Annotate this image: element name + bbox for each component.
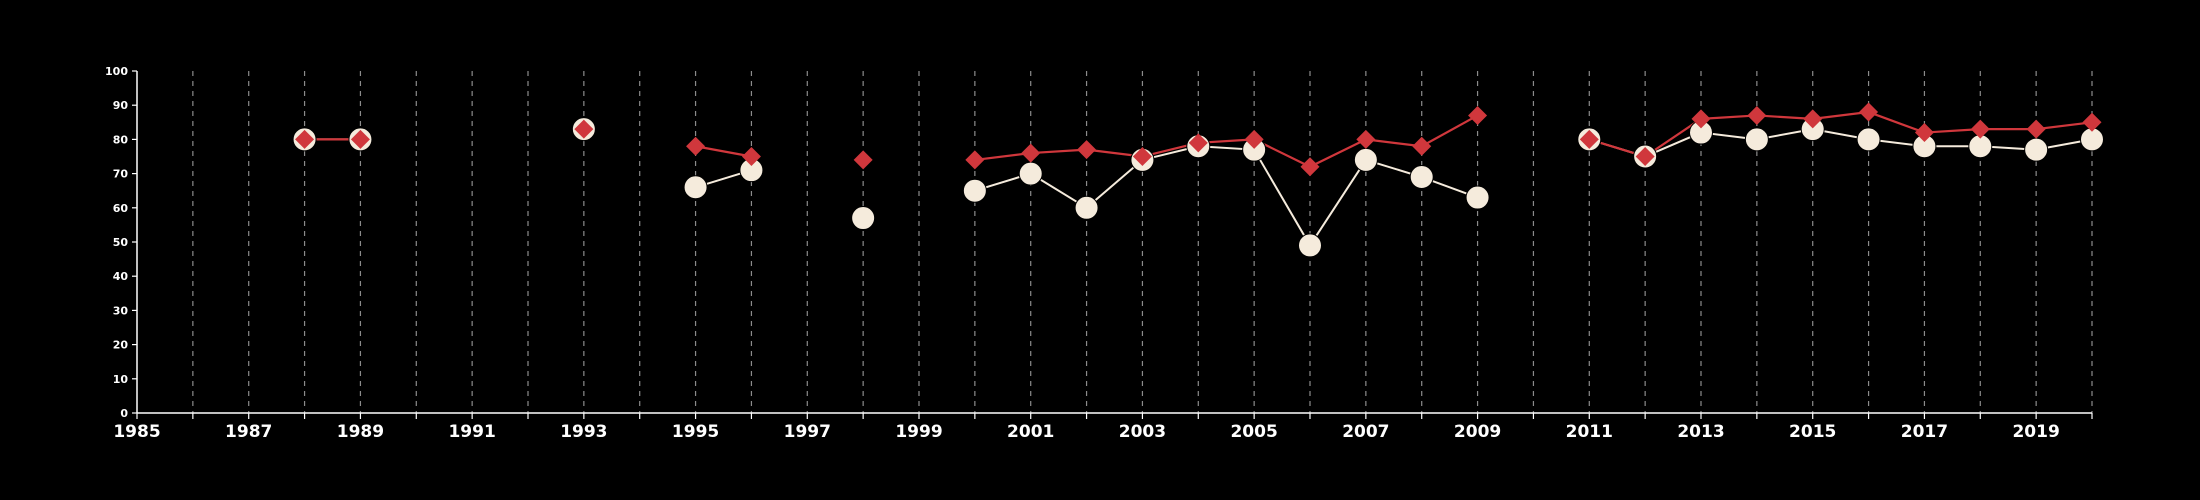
series-2-point-2020 (2082, 112, 2102, 132)
x-tick-label-1993: 1993 (560, 422, 607, 442)
y-tick-label-70: 70 (113, 168, 129, 181)
series-2-point-2018 (1970, 119, 1990, 139)
x-tick-label-1985: 1985 (113, 422, 160, 442)
x-tick-label-1997: 1997 (784, 422, 831, 442)
series-1-line-6 (1588, 128, 2093, 158)
y-tick-label-80: 80 (113, 133, 129, 146)
x-tick-label-1991: 1991 (448, 422, 495, 442)
x-tick-label-2009: 2009 (1454, 422, 1501, 442)
x-tick-label-2003: 2003 (1119, 422, 1166, 442)
series-1-point-2014 (1744, 127, 1769, 152)
series-2-point-1998 (853, 150, 873, 170)
series-1-point-2009 (1465, 185, 1490, 210)
series-1-line-5 (974, 145, 1478, 248)
y-tick-label-60: 60 (113, 202, 129, 215)
series-2-point-1989 (350, 129, 370, 149)
series-2-point-2008 (1412, 136, 1432, 156)
series-1-point-2008 (1409, 165, 1434, 190)
x-tick-label-2017: 2017 (1901, 422, 1948, 442)
x-tick-label-2019: 2019 (2012, 422, 2059, 442)
series-2-line-6 (1588, 110, 2093, 158)
x-tick-label-1995: 1995 (672, 422, 719, 442)
series-1-point-2007 (1353, 147, 1378, 172)
series-2-point-2014 (1747, 105, 1767, 125)
series-2-point-2005 (1244, 129, 1264, 149)
series-1-point-2019 (2024, 137, 2049, 162)
x-tick-label-1987: 1987 (225, 422, 272, 442)
y-tick-label-30: 30 (113, 304, 129, 317)
y-tick-label-20: 20 (113, 339, 129, 352)
series-2-point-2017 (1914, 123, 1934, 143)
series-2-point-2003 (1132, 147, 1152, 166)
series-1-point-1998 (851, 206, 876, 231)
x-tick-label-2005: 2005 (1230, 422, 1277, 442)
y-tick-label-0: 0 (120, 407, 128, 420)
x-tick-label-2001: 2001 (1007, 422, 1054, 442)
x-tick-label-2007: 2007 (1342, 422, 1389, 442)
series-1-point-2000 (962, 178, 987, 203)
series-2-point-2004 (1188, 133, 1208, 153)
series-2-line-3 (695, 145, 752, 158)
series-1-point-2001 (1018, 161, 1043, 186)
series-2-point-2013 (1691, 109, 1711, 129)
series-2-point-2015 (1803, 109, 1823, 129)
series-2-point-2012 (1635, 147, 1655, 166)
series-2-point-2002 (1077, 140, 1097, 160)
series-2-point-1993 (574, 119, 594, 139)
x-tick-label-2015: 2015 (1789, 422, 1836, 442)
series-2-point-2007 (1356, 129, 1376, 149)
series-2-point-2001 (1021, 143, 1041, 163)
series-2-line-5 (974, 114, 1479, 168)
series-2-point-2009 (1468, 105, 1488, 125)
x-tick-label-2013: 2013 (1677, 422, 1724, 442)
series-2-point-2000 (965, 150, 985, 170)
series-1-point-2016 (1856, 127, 1881, 152)
series-2-point-2006 (1300, 157, 1320, 177)
x-tick-label-1999: 1999 (895, 422, 942, 442)
series-1-point-2002 (1074, 195, 1099, 220)
series-1-point-2006 (1298, 233, 1322, 258)
y-tick-label-100: 100 (105, 65, 128, 78)
x-tick-label-1989: 1989 (337, 422, 384, 442)
series-2-point-2016 (1859, 102, 1879, 122)
y-tick-label-40: 40 (113, 270, 129, 283)
series-2-point-2019 (2026, 119, 2046, 139)
y-tick-label-10: 10 (113, 373, 129, 386)
x-tick-label-2011: 2011 (1566, 422, 1613, 442)
series-1-point-1995 (683, 175, 708, 200)
series-2-point-1988 (295, 129, 315, 149)
series-2-point-1996 (741, 147, 761, 166)
series-2-point-1995 (686, 136, 706, 156)
y-tick-label-90: 90 (113, 99, 129, 112)
series-2-point-2011 (1579, 129, 1599, 149)
y-tick-label-50: 50 (113, 236, 129, 249)
